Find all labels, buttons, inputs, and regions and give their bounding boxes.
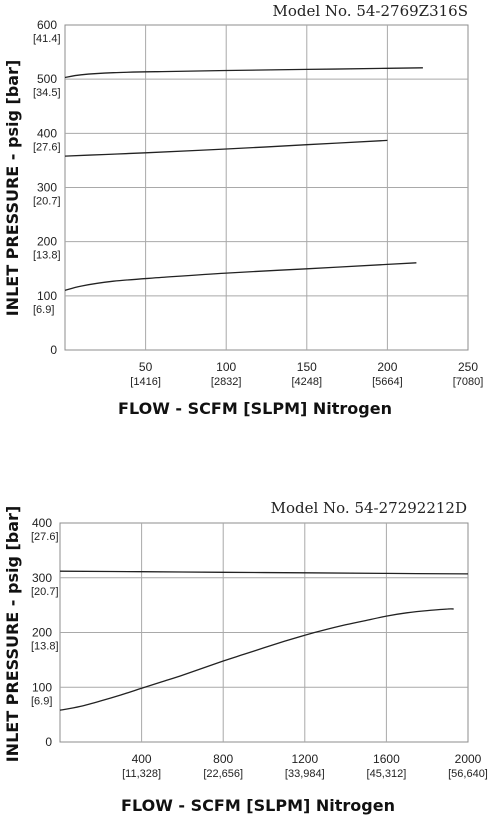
y-tick-label: 0 bbox=[50, 343, 57, 357]
y-tick-label: 200 bbox=[37, 235, 57, 249]
chart-title: Model No. 54-27292212D bbox=[271, 499, 467, 517]
y-tick-sublabel: [27.6] bbox=[33, 141, 61, 153]
x-tick-sublabel: [22,656] bbox=[203, 768, 243, 780]
y-axis-title: INLET PRESSURE - psig [bar] bbox=[3, 506, 22, 763]
x-tick-sublabel: [2832] bbox=[211, 376, 242, 388]
x-tick-sublabel: [5664] bbox=[372, 376, 403, 388]
y-tick-label: 300 bbox=[32, 571, 52, 585]
x-tick-label: 150 bbox=[297, 360, 317, 374]
y-tick-label: 400 bbox=[37, 126, 57, 140]
y-tick-sublabel: [27.6] bbox=[31, 531, 59, 543]
x-tick-label: 50 bbox=[139, 360, 153, 374]
x-tick-label: 400 bbox=[132, 752, 152, 766]
series-line-1 bbox=[59, 570, 469, 575]
x-axis-title: FLOW - SCFM [SLPM] Nitrogen bbox=[118, 399, 392, 418]
x-tick-sublabel: [56,640] bbox=[448, 768, 488, 780]
y-tick-sublabel: [41.4] bbox=[33, 33, 61, 45]
x-tick-label: 250 bbox=[458, 360, 478, 374]
x-tick-label: 800 bbox=[213, 752, 233, 766]
y-tick-sublabel: [20.7] bbox=[33, 196, 61, 208]
x-tick-sublabel: [7080] bbox=[453, 376, 484, 388]
series-line-1 bbox=[64, 67, 423, 79]
chart-lower: Model No. 54-27292212D 400 [11,328] 800 [22… bbox=[3, 499, 488, 815]
x-tick-sublabel: [11,328] bbox=[122, 768, 161, 780]
x-tick-label: 200 bbox=[377, 360, 397, 374]
series-line-3 bbox=[64, 262, 417, 292]
chart-title: Model No. 54-2769Z316S bbox=[272, 2, 468, 20]
y-tick-label: 300 bbox=[37, 181, 57, 195]
y-tick-sublabel: [6.9] bbox=[31, 695, 52, 707]
y-tick-sublabel: [13.8] bbox=[31, 641, 59, 653]
series-line-2 bbox=[64, 139, 388, 157]
y-tick-label: 200 bbox=[32, 626, 52, 640]
x-tick-label: 2000 bbox=[455, 752, 482, 766]
series-line-2 bbox=[59, 608, 454, 711]
y-tick-sublabel: [20.7] bbox=[31, 586, 59, 598]
x-tick-label: 1600 bbox=[373, 752, 400, 766]
y-tick-sublabel: [6.9] bbox=[33, 304, 54, 316]
y-tick-label: 500 bbox=[37, 72, 57, 86]
y-tick-sublabel: [34.5] bbox=[33, 87, 61, 99]
y-tick-label: 0 bbox=[45, 735, 52, 749]
y-tick-sublabel: [13.8] bbox=[33, 250, 61, 262]
y-tick-label: 100 bbox=[37, 289, 57, 303]
x-tick-sublabel: [33,984] bbox=[285, 768, 325, 780]
x-tick-sublabel: [4248] bbox=[292, 376, 323, 388]
x-tick-sublabel: [1416] bbox=[130, 376, 161, 388]
x-tick-label: 1200 bbox=[291, 752, 318, 766]
chart-upper: Model No. 54-2769Z316S 50 [1416] 100 [2832]… bbox=[3, 2, 483, 418]
y-tick-label: 600 bbox=[37, 18, 57, 32]
y-axis-title: INLET PRESSURE - psig [bar] bbox=[3, 60, 22, 317]
x-tick-sublabel: [45,312] bbox=[367, 768, 407, 780]
x-axis-title: FLOW - SCFM [SLPM] Nitrogen bbox=[121, 796, 395, 815]
y-tick-label: 400 bbox=[32, 516, 52, 530]
y-tick-label: 100 bbox=[32, 680, 52, 694]
x-tick-label: 100 bbox=[216, 360, 236, 374]
